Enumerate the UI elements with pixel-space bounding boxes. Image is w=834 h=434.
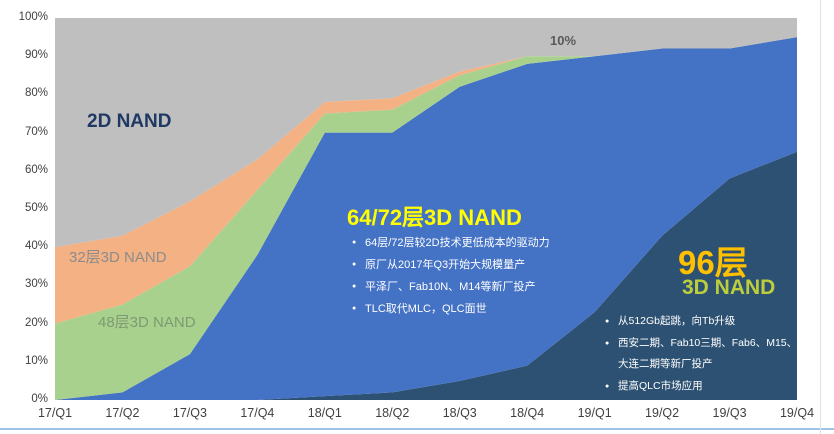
y-axis-label: 40%: [24, 240, 48, 253]
x-axis-label: 18/Q1: [307, 406, 342, 420]
x-axis-label: 17/Q1: [37, 406, 73, 420]
callout-10-percent: 10%: [550, 33, 577, 48]
area-label-96layer-sub: 3D NAND: [682, 276, 776, 299]
area-band-1: [55, 37, 797, 400]
x-axis-label: 17/Q3: [172, 406, 207, 420]
note-item: 原厂从2017年Q3开始大规模量产: [352, 254, 577, 276]
y-axis-label: 90%: [24, 49, 48, 62]
y-axis-label: 80%: [24, 87, 48, 100]
y-axis-label: 50%: [24, 202, 48, 214]
x-axis-label: 18/Q2: [375, 406, 410, 420]
area-band-4: [55, 18, 797, 248]
y-axis-label: 20%: [24, 316, 48, 329]
x-axis-label: 18/Q3: [442, 406, 477, 420]
x-axis-label: 17/Q4: [240, 406, 275, 420]
note-item: 平泽厂、Fab10N、M14等新厂投产: [352, 276, 577, 298]
notes-64-72layer: 64层/72层较2D技术更低成本的驱动力 原厂从2017年Q3开始大规模量产 平…: [352, 232, 577, 320]
y-axis-label: 30%: [24, 278, 48, 291]
area-label-96layer: 96层: [678, 244, 748, 281]
x-axis-label: 18/Q4: [510, 406, 545, 420]
area-label-64-72layer: 64/72层3D NAND: [347, 205, 522, 230]
area-label-2d-nand: 2D NAND: [87, 111, 172, 132]
y-axis-label: 0%: [31, 393, 48, 405]
notes-96layer: 从512Gb起跳，向Tb升级 西安二期、Fab10三期、Fab6、M15、大连二…: [605, 311, 807, 397]
area-band-3: [55, 37, 797, 324]
area-label-32layer: 32层3D NAND: [69, 249, 167, 266]
note-item: TLC取代MLC，QLC面世: [352, 298, 577, 320]
y-axis-label: 10%: [24, 354, 48, 367]
x-axis-label: 19/Q3: [712, 406, 747, 420]
x-axis-label: 19/Q2: [645, 406, 680, 420]
note-item: 西安二期、Fab10三期、Fab6、M15、大连二期等新厂投产: [605, 333, 807, 376]
y-axis-label: 70%: [24, 125, 48, 138]
note-item: 从512Gb起跳，向Tb升级: [605, 311, 807, 333]
area-band-2: [55, 37, 797, 400]
y-axis-label: 60%: [24, 163, 48, 176]
y-axis-label: 100%: [18, 11, 48, 23]
x-axis-label: 19/Q1: [577, 406, 612, 420]
note-item: 提高QLC市场应用: [605, 376, 807, 398]
right-edge-line: [820, 0, 821, 434]
x-axis-label: 17/Q2: [105, 406, 140, 420]
area-label-48layer: 48层3D NAND: [98, 314, 196, 331]
bottom-accent-line: [0, 428, 834, 430]
note-item: 64层/72层较2D技术更低成本的驱动力: [352, 232, 577, 254]
